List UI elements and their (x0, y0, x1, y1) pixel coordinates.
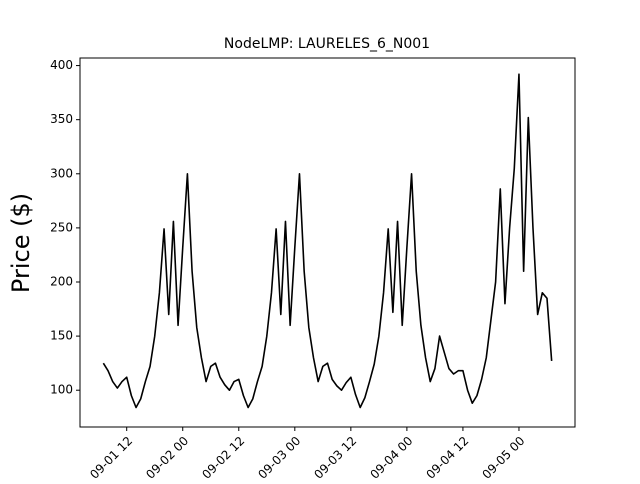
y-axis-label: Price ($) (7, 193, 35, 293)
x-tick-label: 09-04 00 (367, 434, 415, 480)
x-tick-label: 09-03 00 (255, 434, 303, 480)
x-tick-label: 09-02 12 (199, 434, 247, 480)
y-tick-label: 150 (50, 329, 73, 343)
x-tick-label: 09-01 12 (87, 434, 135, 480)
y-tick-label: 350 (50, 112, 73, 126)
line (102, 73, 553, 409)
x-tick-label: 09-03 12 (311, 434, 359, 480)
y-tick-label: 100 (50, 383, 73, 397)
x-tick-label: 09-04 12 (423, 434, 471, 480)
y-tick-label: 400 (50, 58, 73, 72)
chart-title: NodeLMP: LAURELES_6_N001 (224, 36, 430, 52)
y-tick-label: 250 (50, 220, 73, 234)
y-tick-label: 300 (50, 166, 73, 180)
y-tick-label: 200 (50, 274, 73, 288)
plot-frame (79, 57, 576, 428)
x-tick-label: 09-05 00 (480, 434, 528, 480)
x-tick-label: 09-02 00 (143, 434, 191, 480)
